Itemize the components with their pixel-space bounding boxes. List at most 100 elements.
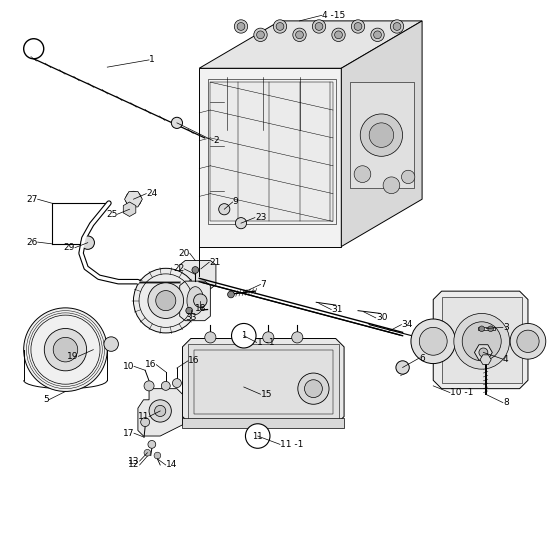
Circle shape: [462, 322, 501, 361]
Text: 33: 33: [185, 314, 197, 323]
Text: 25: 25: [106, 210, 117, 219]
Bar: [183, 418, 344, 428]
Circle shape: [454, 314, 510, 369]
Circle shape: [479, 348, 488, 357]
Polygon shape: [138, 389, 183, 436]
Text: 3: 3: [503, 323, 508, 332]
Text: 22: 22: [173, 264, 184, 273]
Circle shape: [237, 22, 245, 30]
Circle shape: [419, 328, 447, 355]
Circle shape: [360, 114, 403, 156]
Circle shape: [44, 329, 87, 371]
Polygon shape: [180, 260, 216, 289]
Circle shape: [172, 379, 181, 388]
Circle shape: [369, 123, 394, 147]
Circle shape: [104, 337, 118, 351]
Circle shape: [383, 177, 400, 194]
Polygon shape: [480, 355, 491, 365]
Circle shape: [141, 418, 150, 427]
Circle shape: [227, 291, 234, 298]
Bar: [188, 344, 338, 419]
Text: 2: 2: [213, 136, 219, 145]
Text: 7: 7: [260, 280, 266, 289]
Text: 4: 4: [503, 354, 508, 363]
Circle shape: [192, 267, 199, 273]
Circle shape: [194, 294, 207, 307]
Polygon shape: [341, 21, 422, 246]
Polygon shape: [199, 68, 341, 246]
Circle shape: [305, 380, 323, 398]
Text: 11: 11: [138, 412, 149, 421]
Polygon shape: [183, 338, 344, 425]
Circle shape: [256, 31, 264, 39]
Circle shape: [374, 31, 381, 39]
Circle shape: [231, 324, 256, 348]
Circle shape: [133, 268, 198, 333]
Circle shape: [186, 307, 193, 314]
Circle shape: [296, 31, 304, 39]
Circle shape: [148, 441, 156, 449]
Text: 23: 23: [255, 213, 267, 222]
Text: 30: 30: [376, 314, 388, 323]
Polygon shape: [433, 291, 528, 389]
Polygon shape: [124, 192, 142, 207]
Text: 20: 20: [178, 249, 190, 258]
Circle shape: [517, 330, 539, 352]
Text: 18: 18: [194, 305, 206, 314]
Text: 12: 12: [128, 460, 139, 469]
Text: 34: 34: [402, 320, 413, 329]
Circle shape: [293, 28, 306, 41]
Circle shape: [155, 405, 166, 417]
Circle shape: [276, 22, 284, 30]
Circle shape: [245, 424, 270, 449]
Circle shape: [315, 22, 323, 30]
Text: 11: 11: [253, 432, 263, 441]
Circle shape: [351, 20, 365, 33]
Circle shape: [263, 332, 274, 343]
Circle shape: [273, 20, 287, 33]
Text: 16: 16: [188, 356, 199, 365]
Circle shape: [312, 20, 326, 33]
Circle shape: [371, 28, 384, 41]
Text: 1 -1: 1 -1: [256, 338, 274, 347]
Text: 1: 1: [241, 331, 246, 340]
Circle shape: [390, 20, 404, 33]
Circle shape: [156, 291, 176, 311]
Text: 4 -15: 4 -15: [322, 11, 345, 20]
Text: 16: 16: [145, 360, 156, 369]
Circle shape: [144, 449, 151, 456]
Polygon shape: [478, 328, 494, 330]
Polygon shape: [180, 281, 211, 321]
Circle shape: [205, 332, 216, 343]
Text: 26: 26: [26, 237, 38, 246]
Text: 27: 27: [26, 195, 38, 204]
Circle shape: [144, 381, 154, 391]
Text: 24: 24: [146, 189, 157, 198]
Circle shape: [510, 324, 546, 359]
Polygon shape: [199, 21, 422, 68]
Circle shape: [479, 326, 484, 332]
Text: 11 -1: 11 -1: [280, 440, 304, 449]
Circle shape: [396, 361, 409, 374]
Text: 31: 31: [332, 305, 343, 314]
Ellipse shape: [187, 287, 204, 315]
Text: 14: 14: [166, 460, 177, 469]
Text: 21: 21: [209, 258, 221, 267]
Text: 13: 13: [128, 456, 139, 465]
Text: 15: 15: [260, 390, 272, 399]
Circle shape: [402, 170, 415, 184]
Circle shape: [234, 332, 245, 343]
Circle shape: [171, 117, 183, 128]
Circle shape: [332, 28, 345, 41]
Polygon shape: [123, 202, 136, 217]
Circle shape: [219, 204, 230, 215]
Polygon shape: [211, 82, 333, 222]
Circle shape: [81, 236, 95, 249]
Circle shape: [234, 20, 248, 33]
Circle shape: [148, 283, 184, 319]
Bar: [194, 349, 333, 414]
Circle shape: [154, 452, 161, 459]
Text: 6: 6: [419, 353, 425, 362]
Text: 9: 9: [232, 198, 239, 207]
Polygon shape: [474, 345, 492, 360]
